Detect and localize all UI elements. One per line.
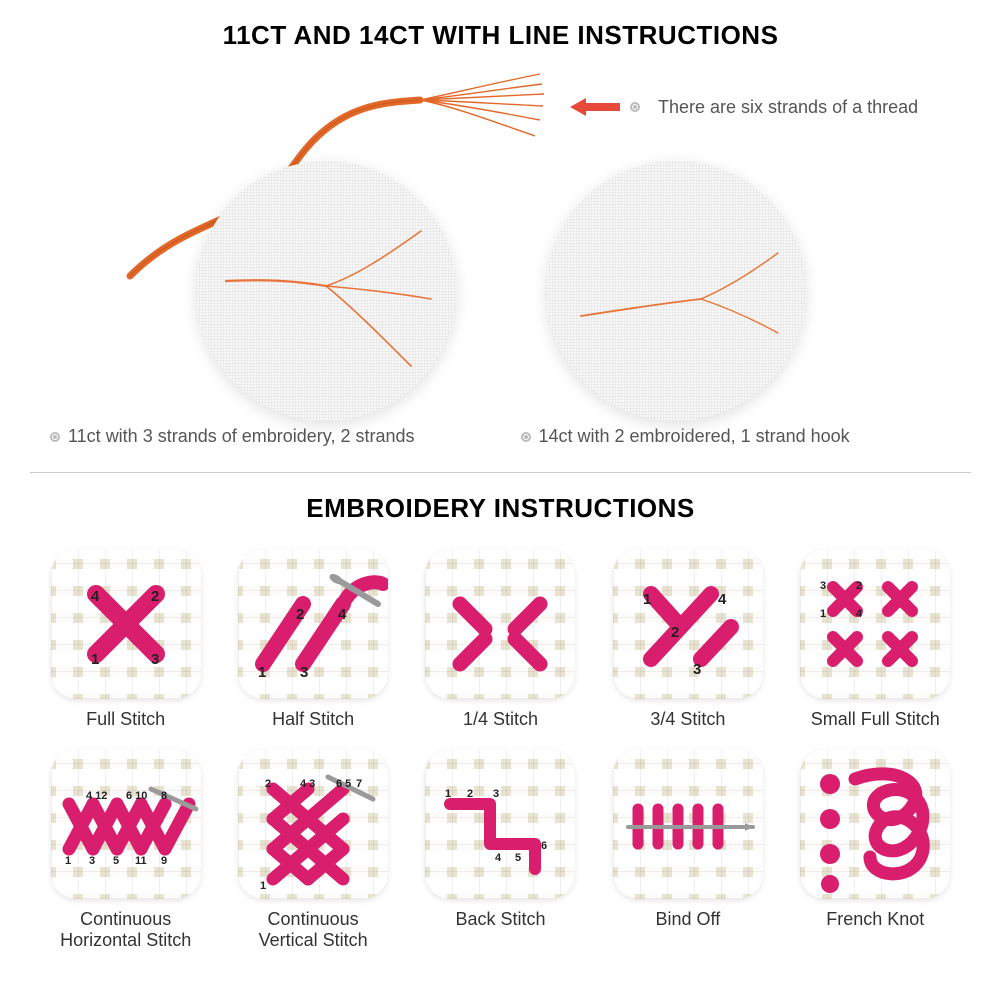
stitch-tile (425, 549, 575, 699)
svg-text:3: 3 (89, 855, 95, 867)
fabric-circle-14ct (546, 161, 806, 421)
svg-text:4 3: 4 3 (300, 778, 315, 790)
svg-text:3: 3 (493, 788, 499, 800)
svg-text:4: 4 (91, 588, 100, 605)
callout-row: There are six strands of a thread (570, 96, 918, 118)
stitch-label: French Knot (826, 909, 924, 931)
stitch-half: 1 2 3 4 Half Stitch (237, 549, 388, 731)
stitch-tile: 1 2 3 4 (800, 549, 950, 699)
callout-text: There are six strands of a thread (658, 97, 918, 118)
svg-text:5: 5 (515, 852, 521, 864)
svg-text:1: 1 (445, 788, 451, 800)
svg-text:3: 3 (693, 661, 701, 678)
stitch-tile: 1 2 3 4 5 6 (425, 749, 575, 899)
stitch-label: Back Stitch (455, 909, 545, 931)
stitch-quarter: 1/4 Stitch (425, 549, 576, 731)
arrow-icon (570, 96, 620, 118)
stitch-three-quarter: 1 2 3 4 3/4 Stitch (612, 549, 763, 731)
stitch-tile: 2 4 3 6 5 7 1 (238, 749, 388, 899)
stitch-tile (613, 749, 763, 899)
svg-text:2: 2 (467, 788, 473, 800)
stitch-label: Small Full Stitch (811, 709, 940, 731)
circles-row (30, 161, 971, 421)
svg-text:8: 8 (161, 790, 167, 802)
stitch-label: Half Stitch (272, 709, 354, 731)
bottom-title: EMBROIDERY INSTRUCTIONS (30, 493, 971, 524)
stitch-cont-vertical: 2 4 3 6 5 7 1 ContinuousVertical Stitch (237, 749, 388, 952)
svg-text:5: 5 (113, 855, 119, 867)
svg-text:4 12: 4 12 (86, 790, 107, 802)
svg-text:2: 2 (671, 624, 679, 641)
svg-text:3: 3 (151, 651, 159, 668)
svg-text:4: 4 (495, 852, 502, 864)
stitch-label: Bind Off (656, 909, 721, 931)
svg-text:1: 1 (820, 608, 826, 620)
svg-text:4: 4 (856, 608, 863, 620)
thread-section: There are six strands of a thread (30, 66, 971, 416)
svg-text:6: 6 (541, 840, 547, 852)
svg-text:6 10: 6 10 (126, 790, 147, 802)
stitch-label: ContinuousVertical Stitch (259, 909, 368, 952)
svg-text:3: 3 (820, 580, 826, 592)
stitch-bind-off: Bind Off (612, 749, 763, 952)
stitch-back: 1 2 3 4 5 6 Back Stitch (425, 749, 576, 952)
callout-bullet (630, 102, 640, 112)
svg-text:1: 1 (91, 651, 99, 668)
svg-text:4: 4 (338, 606, 347, 623)
caption-11ct: 11ct with 3 strands of embroidery, 2 str… (50, 426, 481, 447)
fabric-circle-11ct (196, 161, 456, 421)
svg-text:1: 1 (65, 855, 71, 867)
svg-text:2: 2 (856, 580, 862, 592)
svg-text:6 5: 6 5 (336, 778, 351, 790)
captions-row: 11ct with 3 strands of embroidery, 2 str… (30, 426, 971, 447)
svg-text:7: 7 (356, 778, 362, 790)
svg-text:2: 2 (296, 606, 304, 623)
divider (30, 472, 971, 473)
svg-text:2: 2 (265, 778, 271, 790)
bullet-icon (50, 432, 60, 442)
stitch-full: 1 2 3 4 Full Stitch (50, 549, 201, 731)
stitch-tile: 1 2 3 4 (613, 549, 763, 699)
stitch-cont-horizontal: 1 3 5 4 12 6 10 8 11 9 ContinuousHorizon… (50, 749, 201, 952)
stitch-tile: 1 2 3 4 (51, 549, 201, 699)
svg-text:1: 1 (643, 591, 651, 608)
caption-14ct: 14ct with 2 embroidered, 1 strand hook (521, 426, 952, 447)
svg-text:9: 9 (161, 855, 167, 867)
svg-text:3: 3 (300, 664, 308, 681)
bullet-icon (521, 432, 531, 442)
stitch-tile: 1 3 5 4 12 6 10 8 11 9 (51, 749, 201, 899)
stitch-label: 3/4 Stitch (650, 709, 725, 731)
svg-text:11: 11 (135, 855, 147, 867)
stitch-french-knot: French Knot (800, 749, 951, 952)
top-title: 11CT AND 14CT WITH LINE INSTRUCTIONS (30, 20, 971, 51)
caption-11ct-text: 11ct with 3 strands of embroidery, 2 str… (68, 426, 415, 447)
svg-text:4: 4 (718, 591, 727, 608)
stitch-tile (800, 749, 950, 899)
svg-text:1: 1 (258, 664, 266, 681)
stitch-label: ContinuousHorizontal Stitch (60, 909, 191, 952)
stitch-label: 1/4 Stitch (463, 709, 538, 731)
caption-14ct-text: 14ct with 2 embroidered, 1 strand hook (539, 426, 850, 447)
stitch-small-full: 1 2 3 4 Small Full Stitch (800, 549, 951, 731)
stitch-grid: 1 2 3 4 Full Stitch 1 2 (30, 539, 971, 952)
stitch-label: Full Stitch (86, 709, 165, 731)
svg-text:1: 1 (260, 880, 266, 892)
stitch-tile: 1 2 3 4 (238, 549, 388, 699)
svg-text:2: 2 (151, 588, 159, 605)
